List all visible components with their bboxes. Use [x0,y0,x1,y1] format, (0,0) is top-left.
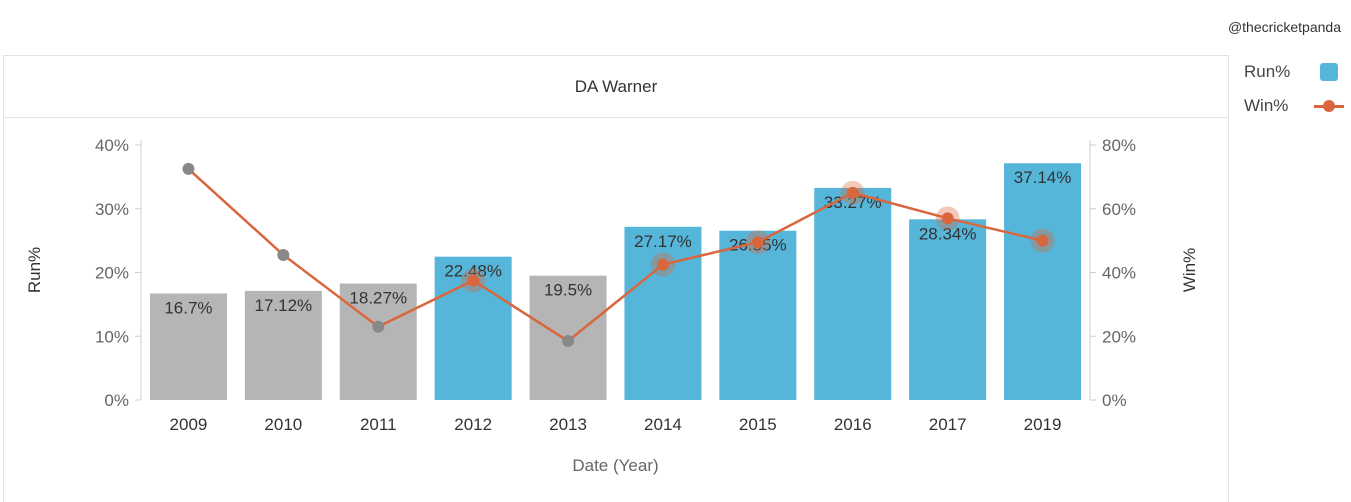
y2-tick-label: 40% [1102,264,1136,283]
bar-label-2017: 28.34% [919,224,977,243]
bar-label-2019: 37.14% [1014,168,1072,187]
win-line [187,167,1043,343]
y2-tick-label: 0% [1102,391,1127,410]
win-point-2010 [277,248,290,261]
win-point-2013 [562,335,575,348]
legend-item-run[interactable]: Run% [1244,60,1344,84]
y-tick-label: 20% [95,264,129,283]
bar-2014 [624,226,702,400]
credit-text: @thecricketpanda [1227,19,1341,35]
y-tick-label: 30% [95,200,129,219]
bar-label-2009: 16.7% [164,299,212,318]
win-point-2014 [656,258,669,271]
x-tick-label-2017: 2017 [929,415,967,434]
y2-tick-label: 80% [1102,136,1136,155]
legend: Run% Win% [1244,60,1344,128]
bar-2016 [814,187,892,400]
x-tick-label-2010: 2010 [264,415,302,434]
y-tick-label: 0% [104,391,129,410]
x-tick-label-2016: 2016 [834,415,872,434]
bar-label-2014: 27.17% [634,232,692,251]
x-tick-label-2009: 2009 [170,415,208,434]
bar-2015 [719,230,797,400]
x-tick-label-2013: 2013 [549,415,587,434]
y2-tick-label: 60% [1102,200,1136,219]
win-point-2012 [467,274,480,287]
legend-swatch-line-icon [1314,97,1344,115]
y-tick-label: 10% [95,327,129,346]
x-tick-label-2014: 2014 [644,415,682,434]
win-point-2009 [182,162,195,175]
y-axis-title: Run% [25,247,44,293]
win-point-2017 [941,212,954,225]
chart-title: DA Warner [4,56,1228,118]
bar-label-2013: 19.5% [544,281,592,300]
x-tick-label-2012: 2012 [454,415,492,434]
bar-label-2011: 18.27% [349,289,407,308]
bar-2009 [149,293,227,400]
win-point-2015 [751,236,764,249]
win-point-2011 [372,320,385,333]
legend-swatch-bar-icon [1320,63,1338,81]
bar-2010 [244,290,322,400]
win-point-2019 [1036,234,1049,247]
x-axis-title: Date (Year) [572,456,658,475]
y-tick-label: 40% [95,136,129,155]
legend-item-win[interactable]: Win% [1244,94,1344,118]
y2-axis-title: Win% [1180,248,1199,292]
x-tick-label-2019: 2019 [1024,415,1062,434]
bar-2017 [909,219,987,400]
x-tick-label-2015: 2015 [739,415,777,434]
win-point-2016 [846,186,859,199]
x-tick-label-2011: 2011 [360,415,397,434]
legend-label-run: Run% [1244,62,1291,81]
bar-2011 [339,283,417,400]
bar-label-2010: 17.12% [255,296,313,315]
bar-label-2012: 22.48% [444,262,502,281]
y2-tick-label: 20% [1102,327,1136,346]
legend-label-win: Win% [1244,96,1289,115]
bar-2019 [1004,163,1082,400]
